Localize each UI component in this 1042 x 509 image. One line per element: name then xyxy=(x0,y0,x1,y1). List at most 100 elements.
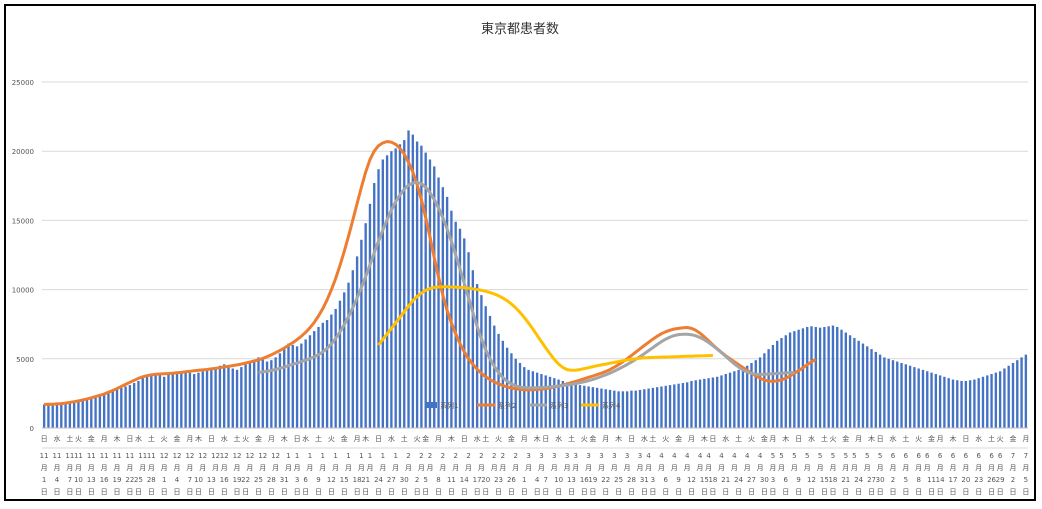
bar xyxy=(973,379,976,428)
x-day-label: 8 xyxy=(916,476,920,484)
bar xyxy=(167,374,170,428)
x-day-label-suffix: 日 xyxy=(161,488,168,496)
bar xyxy=(274,357,277,428)
x-month-label-suffix: 月 xyxy=(1009,464,1016,472)
x-weekday-label: 金 xyxy=(508,434,515,443)
x-month-label: 6 xyxy=(951,452,956,460)
bar xyxy=(711,377,715,428)
bar xyxy=(668,385,672,428)
x-day-label-suffix: 日 xyxy=(868,488,875,496)
bar xyxy=(124,386,127,428)
bar xyxy=(411,134,415,429)
x-month-label: 2 xyxy=(501,452,505,460)
bar xyxy=(527,369,530,428)
bar xyxy=(218,365,222,428)
bar xyxy=(261,358,264,428)
bar xyxy=(85,399,89,428)
bar xyxy=(257,357,260,428)
x-month-label: 11 xyxy=(147,452,156,460)
y-tick-label: 20000 xyxy=(12,148,34,156)
x-month-label-suffix: 月 xyxy=(148,464,155,472)
x-month-label: 4 xyxy=(758,452,763,460)
bar xyxy=(728,372,732,428)
bar xyxy=(385,155,389,429)
bar xyxy=(823,326,826,428)
bar xyxy=(776,340,779,428)
bar xyxy=(797,329,800,428)
x-weekday-label: 水 xyxy=(135,434,142,443)
bar xyxy=(784,335,787,428)
x-month-label-suffix: 月 xyxy=(684,464,691,472)
x-weekday-label: 土 xyxy=(988,434,995,443)
x-month-label: 2 xyxy=(513,452,517,460)
x-weekday-label: 火 xyxy=(495,435,502,443)
bar xyxy=(368,203,372,428)
x-day-label-suffix: 日 xyxy=(414,488,421,496)
x-day-label: 7 xyxy=(188,476,192,484)
x-month-label-suffix: 月 xyxy=(161,464,168,472)
bar xyxy=(154,374,157,428)
x-day-label-suffix: 日 xyxy=(448,488,455,496)
bar xyxy=(587,386,590,428)
bar xyxy=(724,374,727,428)
bar xyxy=(553,378,556,428)
x-month-label: 2 xyxy=(466,452,470,460)
x-day-label: 9 xyxy=(316,476,320,484)
bar xyxy=(814,326,817,428)
x-month-label: 11 xyxy=(125,452,134,460)
bar xyxy=(484,306,487,428)
bar xyxy=(1016,360,1019,428)
x-day-label: 31 xyxy=(640,476,649,484)
x-month-label-suffix: 月 xyxy=(975,464,982,472)
x-day-label: 24 xyxy=(854,476,863,484)
bar xyxy=(900,362,903,428)
bar xyxy=(870,349,873,428)
x-month-label: 4 xyxy=(719,452,724,460)
x-weekday-label: 火 xyxy=(662,435,669,443)
x-month-label-suffix: 月 xyxy=(889,464,896,472)
bar xyxy=(317,326,320,428)
bar xyxy=(664,385,667,428)
x-day-label: 16 xyxy=(100,476,109,484)
x-month-label-suffix: 月 xyxy=(572,464,579,472)
bar xyxy=(716,376,719,428)
x-weekday-label: 日 xyxy=(795,435,802,443)
x-month-label: 11 xyxy=(138,452,147,460)
x-weekday-label: 木 xyxy=(615,434,622,443)
x-month-label-suffix: 月 xyxy=(358,464,365,472)
x-day-label: 17 xyxy=(473,476,482,484)
bar xyxy=(107,392,110,428)
bar xyxy=(767,349,770,428)
x-month-label-suffix: 月 xyxy=(598,464,605,472)
x-weekday-label: 月 xyxy=(602,435,609,443)
bar xyxy=(102,394,106,428)
x-day-label-suffix: 日 xyxy=(268,488,275,496)
x-day-label: 22 xyxy=(241,476,250,484)
x-day-label: 6 xyxy=(664,476,669,484)
x-month-label-suffix: 月 xyxy=(465,464,472,472)
x-month-label-suffix: 月 xyxy=(366,464,373,472)
x-month-label: 11 xyxy=(74,452,83,460)
x-month-label-suffix: 月 xyxy=(902,464,909,472)
bar xyxy=(806,326,809,428)
x-day-label-suffix: 日 xyxy=(521,488,528,496)
x-month-label-suffix: 月 xyxy=(75,464,82,472)
x-day-label: 3 xyxy=(771,476,775,484)
bar xyxy=(77,401,80,428)
bar xyxy=(308,335,312,428)
x-day-label: 26 xyxy=(987,476,996,484)
bar xyxy=(878,354,882,428)
x-month-label-suffix: 月 xyxy=(988,464,995,472)
x-weekday-label: 木 xyxy=(195,434,202,443)
x-month-label-suffix: 月 xyxy=(671,464,678,472)
x-month-label: 6 xyxy=(938,452,943,460)
x-month-label: 3 xyxy=(625,452,629,460)
x-month-label: 5 xyxy=(818,452,822,460)
bar xyxy=(951,379,955,428)
x-day-label: 13 xyxy=(207,476,216,484)
x-month-label-suffix: 月 xyxy=(804,464,811,472)
bar xyxy=(235,369,239,428)
x-day-label-suffix: 日 xyxy=(54,488,61,496)
x-day-label-suffix: 日 xyxy=(126,488,133,496)
